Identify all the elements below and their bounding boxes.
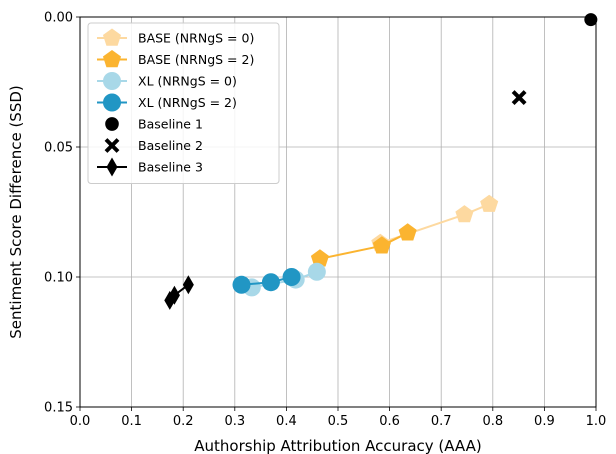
data-point: [232, 275, 251, 294]
data-point: [307, 262, 326, 281]
data-point: [310, 249, 329, 267]
legend-label: XL (NRNgS = 0): [138, 74, 237, 89]
y-tick-label: 0.10: [44, 271, 73, 286]
data-point: [455, 205, 474, 223]
y-tick-label: 0.15: [44, 401, 73, 416]
data-point: [261, 273, 280, 292]
legend-label: Baseline 1: [138, 117, 203, 132]
axis-ticks: 0.0 0.1 0.2 0.3 0.4 0.5 0.6 0.7 0.8 0.9 1.0 0.00 0.0…: [44, 11, 606, 430]
data-point: [511, 90, 527, 106]
x-tick-label: 0.8: [482, 414, 503, 429]
x-tick-label: 1.0: [586, 414, 607, 429]
legend-box: [87, 22, 280, 184]
legend-marker: [106, 157, 118, 177]
data-point: [182, 275, 194, 295]
legend-marker: [105, 117, 119, 131]
x-marker-stroke: [511, 90, 527, 106]
y-axis-label: Sentiment Score Difference (SSD): [7, 85, 25, 338]
data-point: [168, 285, 180, 305]
legend-entry: XL (NRNgS = 2): [97, 93, 237, 112]
x-tick-label: 0.2: [173, 414, 194, 429]
x-tick-label: 0.3: [224, 414, 245, 429]
series-baseline-1: [584, 13, 598, 27]
legend-marker: [102, 50, 122, 68]
series-line: [319, 231, 409, 260]
data-point: [282, 268, 301, 286]
legend-label: BASE (NRNgS = 2): [138, 52, 254, 67]
legend-label: Baseline 2: [138, 138, 203, 153]
legend-marker: [102, 28, 122, 46]
x-marker-stroke: [104, 138, 120, 153]
series-xl-nrngs-2: [232, 268, 301, 294]
x-tick-label: 0.0: [70, 414, 91, 429]
y-tick-label: 0.00: [44, 11, 73, 26]
x-tick-label: 0.6: [379, 414, 400, 429]
legend-entry: Baseline 1: [105, 117, 203, 132]
legend-entry: Baseline 3: [97, 157, 203, 177]
x-tick-label: 0.9: [534, 414, 555, 429]
legend-entry: BASE (NRNgS = 0): [97, 28, 254, 46]
legend-entry: XL (NRNgS = 0): [97, 72, 237, 90]
plot-series: [164, 13, 598, 310]
data-point: [480, 194, 499, 212]
legend-label: XL (NRNgS = 2): [138, 95, 237, 110]
data-point: [372, 236, 391, 254]
x-tick-label: 0.1: [121, 414, 142, 429]
legend-label: BASE (NRNgS = 0): [138, 31, 254, 46]
x-axis-label: Authorship Attribution Accuracy (AAA): [194, 437, 481, 454]
legend: BASE (NRNgS = 0) BASE (NRNgS = 2) XL (NRNg…: [87, 22, 280, 184]
legend-marker: [103, 72, 121, 90]
legend-marker: [103, 93, 121, 112]
y-tick-label: 0.05: [44, 141, 73, 156]
x-tick-label: 0.4: [276, 414, 297, 429]
x-tick-label: 0.5: [328, 414, 349, 429]
x-tick-label: 0.7: [431, 414, 452, 429]
data-point: [398, 223, 417, 241]
legend-label: Baseline 3: [138, 160, 203, 175]
legend-marker: [104, 138, 120, 153]
data-point: [584, 13, 598, 27]
legend-entry: BASE (NRNgS = 2): [97, 50, 254, 68]
series-base-nrngs-2: [310, 223, 417, 267]
series-baseline-3: [164, 275, 194, 310]
legend-entry: Baseline 2: [104, 138, 203, 153]
series-baseline-2: [511, 90, 527, 106]
